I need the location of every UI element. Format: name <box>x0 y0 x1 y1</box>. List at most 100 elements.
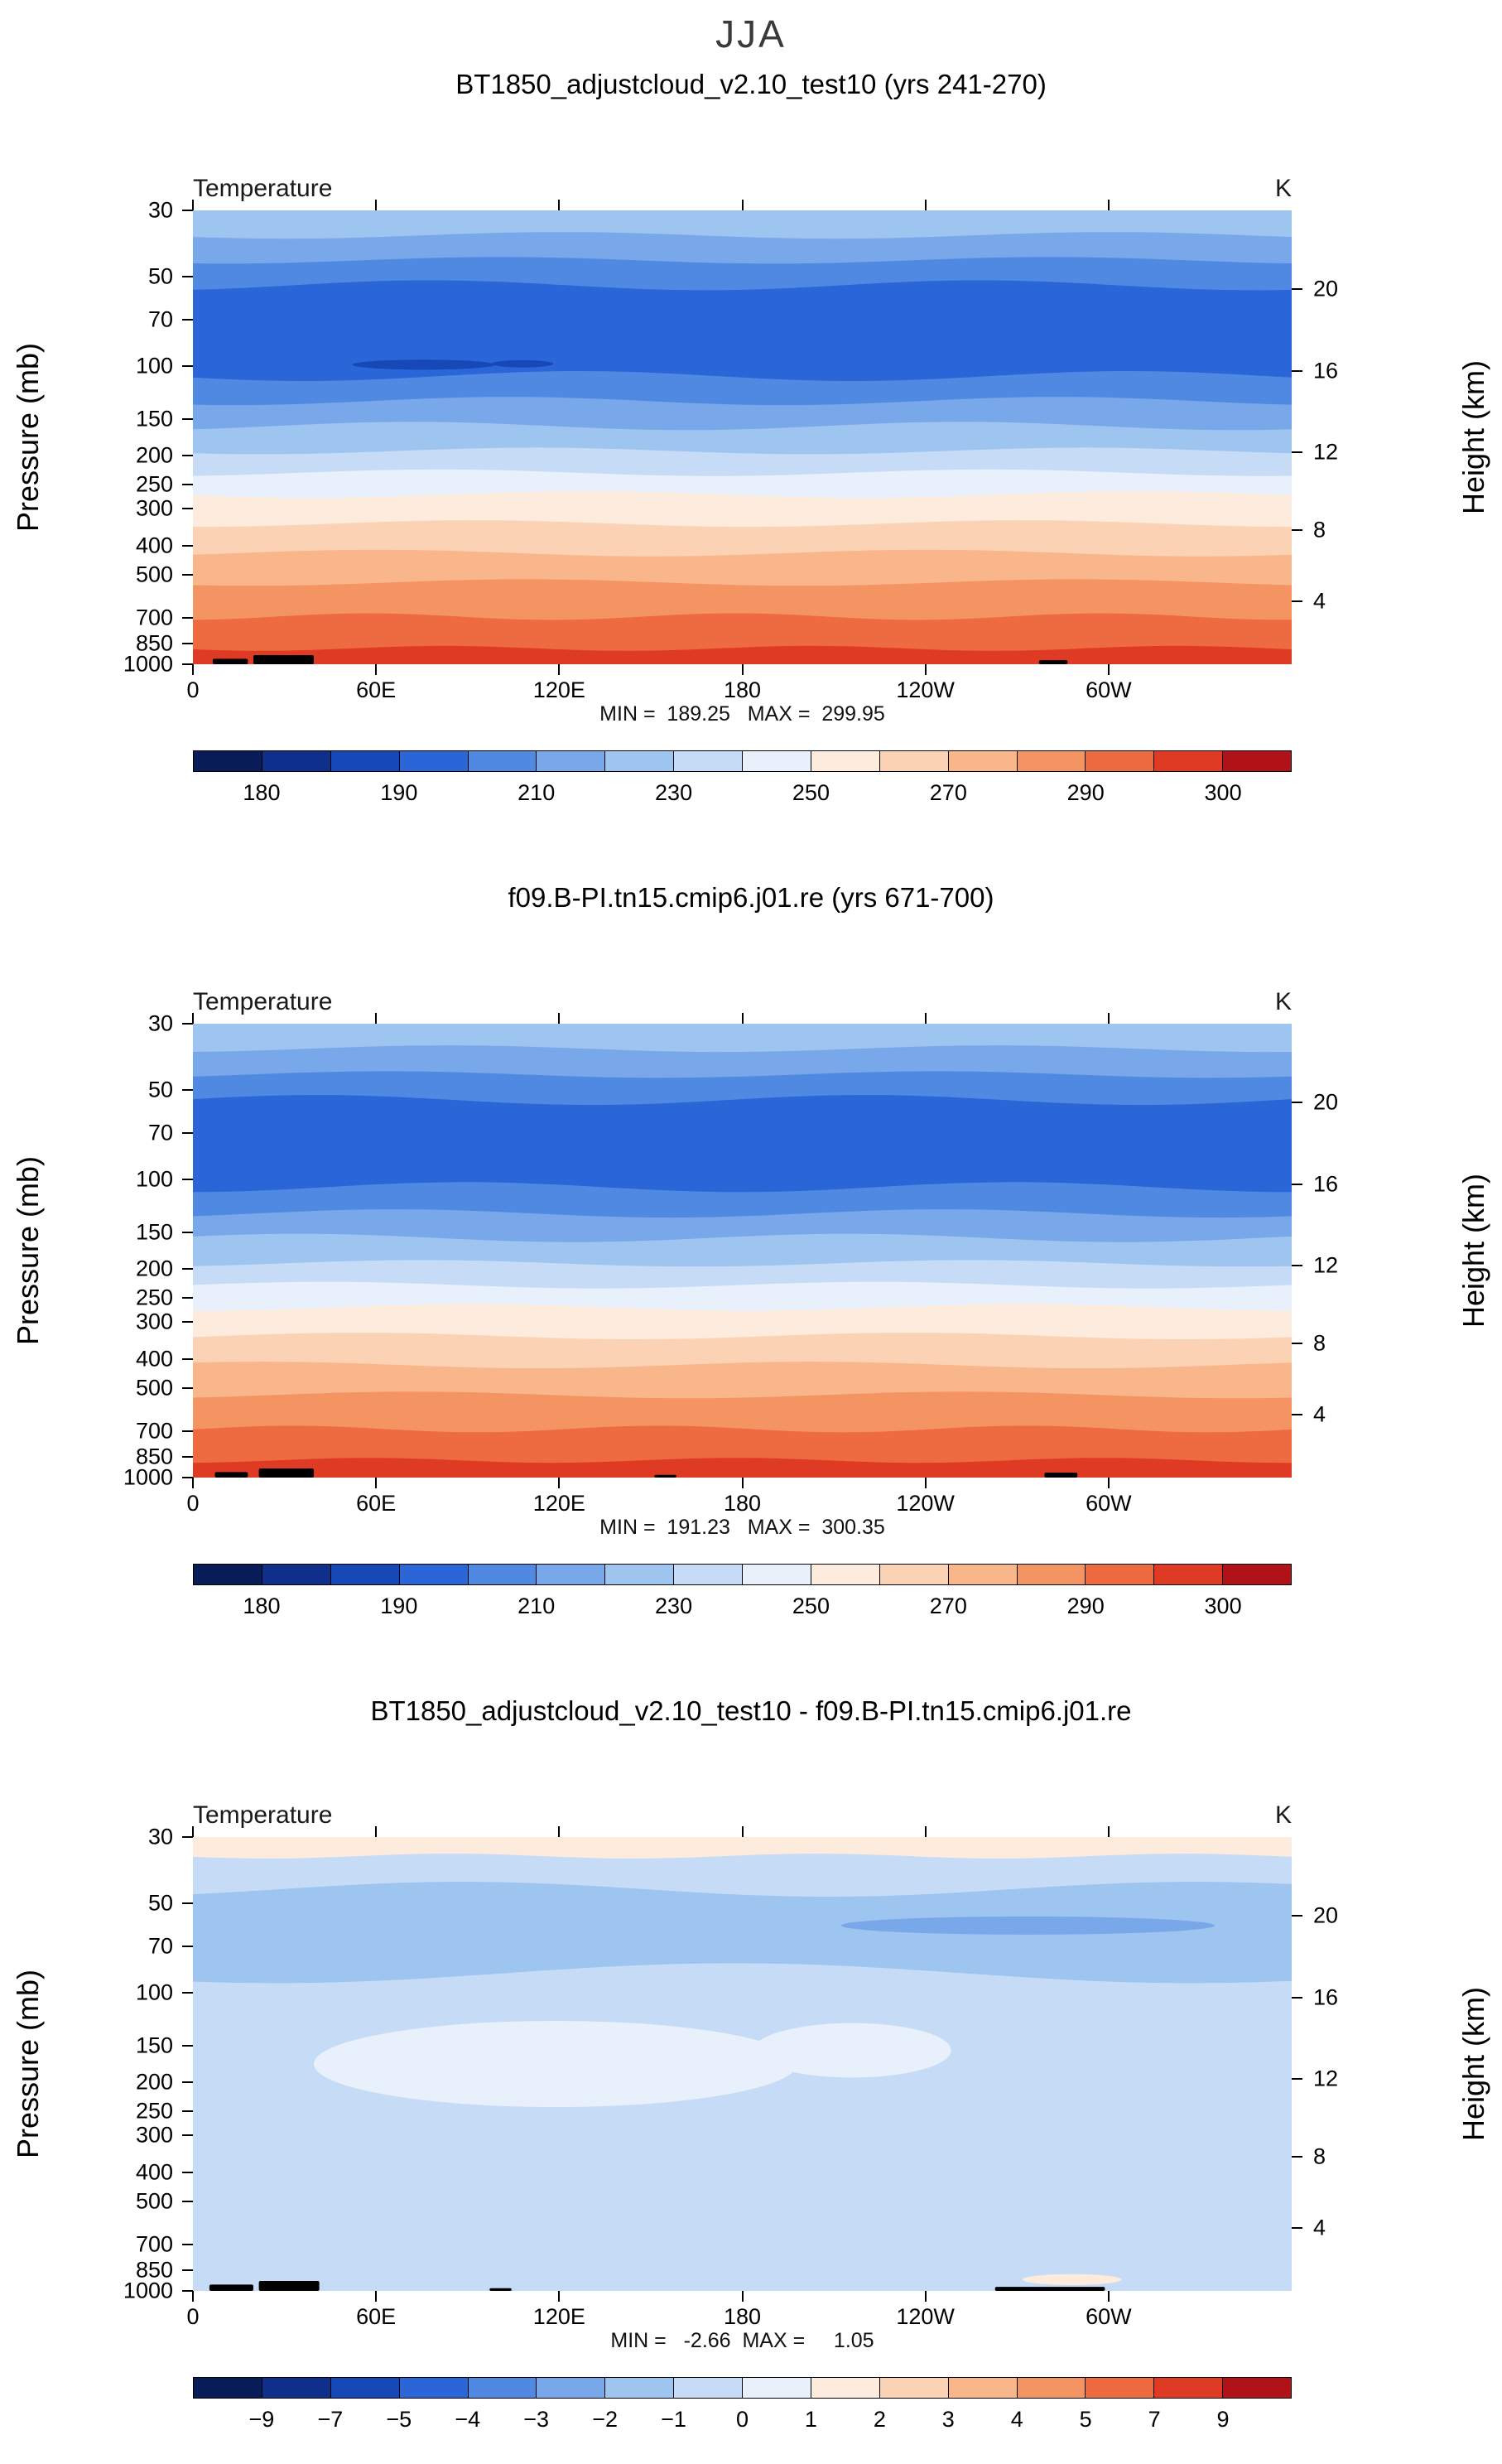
height-tick-label: 16 <box>1313 1984 1339 2010</box>
colorbar-tick-label: 180 <box>243 1594 281 1618</box>
height-tick-column: 20 16 12 8 4 <box>1292 210 1502 664</box>
longitude-tick-label: 60E <box>356 2304 397 2329</box>
colorbar-tick-label: 300 <box>1204 1594 1242 1618</box>
panel-top: BT1850_adjustcloud_v2.10_test10 (yrs 241… <box>0 66 1502 807</box>
colorbar-tick-label: 250 <box>792 780 830 805</box>
colorbar-segment <box>467 751 537 771</box>
longitude-tickmark <box>1107 2291 1110 2302</box>
longitude-tickmark <box>192 1478 194 1488</box>
plot-grid: Temperature K Pressure (mb) 30 50 70 100 150… <box>0 172 1502 732</box>
colorbar-segment <box>536 1565 605 1584</box>
colorbar-tick-label: 210 <box>518 1594 556 1618</box>
colorbar-segment <box>604 751 674 771</box>
colorbar-tick-label: 1 <box>804 2407 817 2432</box>
longitude-axis: 0 60E 120E 180 120W 60W <box>186 1478 1292 1516</box>
colorbar-labels: 180 190 210 230 250 270 290 300 <box>193 772 1292 807</box>
colorbar-segment <box>604 2378 674 2398</box>
longitude-tick-label: 0 <box>186 1491 200 1516</box>
longitude-tickmark <box>741 2291 744 2302</box>
pressure-tickmark <box>182 1477 193 1478</box>
colorbar-block: 180 190 210 230 250 270 290 300 <box>0 1564 1502 1620</box>
left-axis: Pressure (mb) 30 50 70 100 150 200 250 300 400 50… <box>0 1825 193 2303</box>
pressure-tick-label: 850 <box>135 1444 173 1469</box>
colorbar-tick-label: 190 <box>380 780 418 805</box>
colorbar-segment <box>1085 751 1154 771</box>
height-tickmark <box>1292 287 1302 290</box>
contour-closed-region <box>313 2020 797 2108</box>
pressure-tickmark <box>182 319 193 321</box>
colorbar-segment <box>879 751 948 771</box>
pressure-tickmark <box>182 544 193 547</box>
colorbar-segment <box>398 2378 468 2398</box>
longitude-tick-label: 120E <box>532 2304 585 2329</box>
colorbar-tick-label: 250 <box>792 1594 830 1618</box>
longitude-tickmark-top <box>741 200 744 210</box>
pressure-tick-label: 700 <box>135 2231 173 2257</box>
pressure-tickmark <box>182 417 193 420</box>
longitude-tick-label: 120E <box>532 1491 585 1516</box>
height-tickmark <box>1292 2077 1302 2080</box>
colorbar-tick-label: 0 <box>735 2407 749 2432</box>
pressure-tickmark <box>182 2171 193 2173</box>
height-tick-label: 8 <box>1313 517 1326 542</box>
height-tickmark <box>1292 2227 1302 2230</box>
longitude-tick-label: 180 <box>723 1491 762 1516</box>
pressure-tick-label: 850 <box>135 2257 173 2283</box>
longitude-tick-label: 180 <box>723 677 762 702</box>
height-tickmark <box>1292 1914 1302 1917</box>
pressure-tick-label: 50 <box>147 1077 173 1102</box>
longitude-tickmark <box>1107 664 1110 675</box>
contour-closed-region <box>491 359 554 368</box>
pressure-tick-label: 200 <box>135 1256 173 1281</box>
colorbar-segment <box>742 2378 811 2398</box>
colorbar-segment <box>742 1565 811 1584</box>
colorbar-segment <box>1085 1565 1154 1584</box>
height-tick-column: 20 16 12 8 4 <box>1292 1024 1502 1478</box>
pressure-tick-column: 30 50 70 100 150 200 250 300 400 500 700 850 1000 <box>0 1011 193 1490</box>
longitude-tickmark <box>1107 1478 1110 1488</box>
panel-difference: BT1850_adjustcloud_v2.10_test10 - f09.B-… <box>0 1693 1502 2433</box>
colorbar-segment <box>947 1565 1017 1584</box>
colorbar-segment <box>1085 2378 1154 2398</box>
colorbar-segment <box>1153 1565 1223 1584</box>
contour-band-14 <box>193 1458 1292 1478</box>
longitude-tick-label: 120W <box>896 1491 955 1516</box>
height-tick-label: 8 <box>1313 1330 1326 1356</box>
colorbar-segment <box>810 2378 879 2398</box>
longitude-tickmark-top <box>741 1826 744 1837</box>
longitude-tickmark <box>192 2291 194 2302</box>
pressure-tick-label: 150 <box>135 406 173 432</box>
colorbar-segment <box>536 751 605 771</box>
pressure-tickmark <box>182 663 193 665</box>
longitude-tick-label: 0 <box>186 2304 200 2329</box>
colorbar <box>193 750 1292 772</box>
height-tickmark <box>1292 1996 1302 1999</box>
longitude-tickmark <box>741 664 744 675</box>
pressure-tick-label: 250 <box>135 1285 173 1310</box>
pressure-tick-label: 1000 <box>123 2278 173 2303</box>
colorbar-segment <box>330 2378 399 2398</box>
pressure-tickmark <box>182 1132 193 1135</box>
height-tickmark <box>1292 451 1302 453</box>
contour-plot <box>192 200 1292 664</box>
variable-label: Temperature <box>193 988 333 1015</box>
pressure-tick-label: 200 <box>135 442 173 468</box>
pressure-tickmark <box>182 1946 193 1948</box>
colorbar-segment <box>947 2378 1017 2398</box>
longitude-tick-label: 0 <box>186 677 200 702</box>
longitude-tick-label: 60W <box>1086 2304 1132 2329</box>
colorbar <box>193 1564 1292 1585</box>
pressure-tickmark <box>182 1902 193 1904</box>
units-label: K <box>1274 1801 1292 1829</box>
pressure-tickmark <box>182 455 193 457</box>
left-axis: Pressure (mb) 30 50 70 100 150 200 250 300 400 50… <box>0 198 193 677</box>
pressure-tickmark <box>182 507 193 509</box>
units-label: K <box>1274 988 1292 1015</box>
plot-header: Temperature K <box>193 986 1292 1024</box>
longitude-tickmark-top <box>375 1013 378 1024</box>
contour-band-3 <box>193 1963 1292 2291</box>
height-tick-label: 8 <box>1313 2143 1326 2169</box>
pressure-tick-label: 400 <box>135 2159 173 2185</box>
longitude-axis: 0 60E 120E 180 120W 60W <box>186 2291 1292 2329</box>
